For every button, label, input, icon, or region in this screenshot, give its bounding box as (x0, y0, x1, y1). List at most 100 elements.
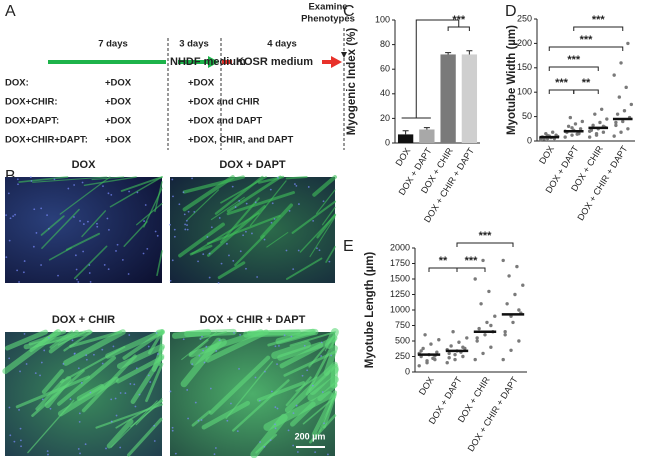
myotube (309, 414, 337, 444)
data-point (573, 122, 578, 126)
myotube (65, 232, 101, 251)
data-point (624, 85, 628, 90)
data-point (570, 133, 574, 137)
myotube (59, 345, 126, 384)
error-bar (402, 130, 409, 135)
myotube (145, 362, 164, 403)
data-point (601, 130, 606, 134)
nucleus (173, 228, 176, 231)
nucleus (236, 430, 239, 433)
nucleus (147, 345, 150, 348)
nucleus (296, 451, 299, 453)
nucleus (288, 210, 291, 212)
nucleus (277, 176, 279, 179)
nucleus (5, 256, 8, 259)
nucleus (245, 202, 248, 205)
myotube (35, 378, 65, 411)
y-tick-label: 80 (380, 39, 390, 49)
data-point (619, 130, 623, 134)
treatment-rows: DOX: +DOX +DOX DOX+CHIR: +DOX +DOX and CHIR DO… (5, 78, 293, 146)
myotube (57, 376, 119, 417)
myotube (182, 175, 245, 194)
nucleus (297, 249, 300, 252)
nucleus (12, 215, 15, 218)
data-point (517, 339, 521, 343)
nucleus (228, 254, 230, 257)
data-point (594, 131, 599, 136)
nucleus (322, 200, 325, 203)
nucleus (73, 184, 76, 186)
significance-bracket (573, 26, 624, 31)
duration: 4 days (267, 39, 297, 50)
data-point (423, 333, 427, 337)
nucleus (171, 178, 174, 181)
myotube (127, 417, 163, 457)
nucleus (73, 216, 75, 218)
nucleus (23, 332, 26, 335)
nucleus (40, 361, 43, 364)
significance-label: ** (439, 255, 448, 267)
nucleus (79, 452, 81, 455)
nucleus (78, 421, 81, 423)
data-point (475, 336, 479, 340)
myotube (28, 330, 67, 346)
panel-letter: B (5, 168, 16, 185)
nucleus (183, 213, 186, 216)
nucleus (320, 341, 323, 344)
nucleus (200, 419, 203, 421)
nucleus (274, 427, 277, 430)
myotube (191, 410, 211, 427)
row-text: DOX+CHIR+DAPT: (5, 135, 88, 146)
nucleus (88, 264, 91, 266)
arrow-head (341, 52, 347, 58)
data-point (461, 354, 465, 359)
nucleus (8, 239, 11, 242)
nucleus (46, 450, 49, 453)
myotube (226, 175, 282, 213)
nucleus (30, 180, 33, 182)
data-point (621, 119, 625, 124)
myotube (44, 376, 72, 409)
myotube (256, 381, 306, 402)
nucleus (135, 367, 138, 370)
row-text: +DOX, CHIR, and DAPT (188, 135, 293, 146)
significance-label: *** (592, 14, 606, 26)
x-tick-label: DOX (417, 375, 436, 397)
y-tick-label: 150 (517, 62, 532, 72)
nucleus (186, 228, 189, 231)
nucleus (182, 191, 185, 194)
row-text: +DOX (105, 116, 132, 127)
data-point (485, 320, 489, 325)
data-point (511, 320, 515, 325)
data-point (513, 292, 517, 297)
nucleus (149, 381, 152, 383)
nucleus (178, 203, 181, 206)
myotube (57, 355, 116, 406)
nucleus (311, 384, 314, 387)
myotube (63, 329, 126, 366)
myotube (199, 331, 227, 340)
nucleus (8, 406, 11, 409)
nucleus (254, 201, 257, 204)
data-point (587, 129, 592, 133)
nucleus (254, 376, 257, 379)
data-point (501, 258, 505, 263)
micrograph-label: DOX + DAPT (219, 159, 286, 171)
significance-label: *** (567, 54, 581, 66)
nucleus (169, 223, 171, 226)
micrograph-label: DOX + CHIR + DAPT (200, 314, 306, 326)
myotube (109, 176, 163, 208)
significance-label: *** (580, 34, 594, 46)
nucleus (209, 387, 212, 390)
myotube (309, 216, 336, 258)
data-point (481, 258, 485, 263)
y-tick-label: 0 (405, 366, 410, 376)
data-point (479, 302, 483, 306)
nucleus (69, 398, 72, 401)
nucleus (77, 448, 80, 450)
nucleus (206, 236, 209, 238)
nucleus (154, 230, 157, 233)
myotube (49, 330, 74, 349)
micrograph (170, 177, 335, 283)
nucleus (174, 452, 177, 455)
